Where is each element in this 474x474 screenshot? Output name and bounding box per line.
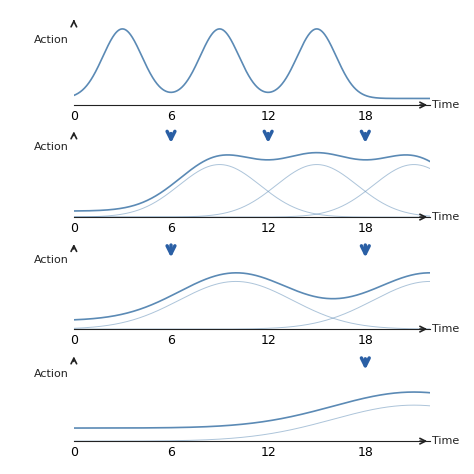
Text: (c)  Scheme with 2 x Detemir: (c) Scheme with 2 x Detemir (74, 363, 257, 376)
Text: Action: Action (34, 255, 69, 265)
Text: Time: Time (432, 100, 459, 110)
Text: (a)  Physiologic Insulin action: (a) Physiologic Insulin action (74, 139, 257, 152)
Text: (b)  Scheme with 3 x NPH-Insulin: (b) Scheme with 3 x NPH-Insulin (74, 251, 279, 264)
Text: Action: Action (34, 369, 69, 379)
Text: Time: Time (432, 436, 459, 446)
Text: Action: Action (34, 142, 69, 152)
Text: Time: Time (432, 212, 459, 222)
Text: Time: Time (432, 324, 459, 334)
Text: Action: Action (34, 36, 69, 46)
